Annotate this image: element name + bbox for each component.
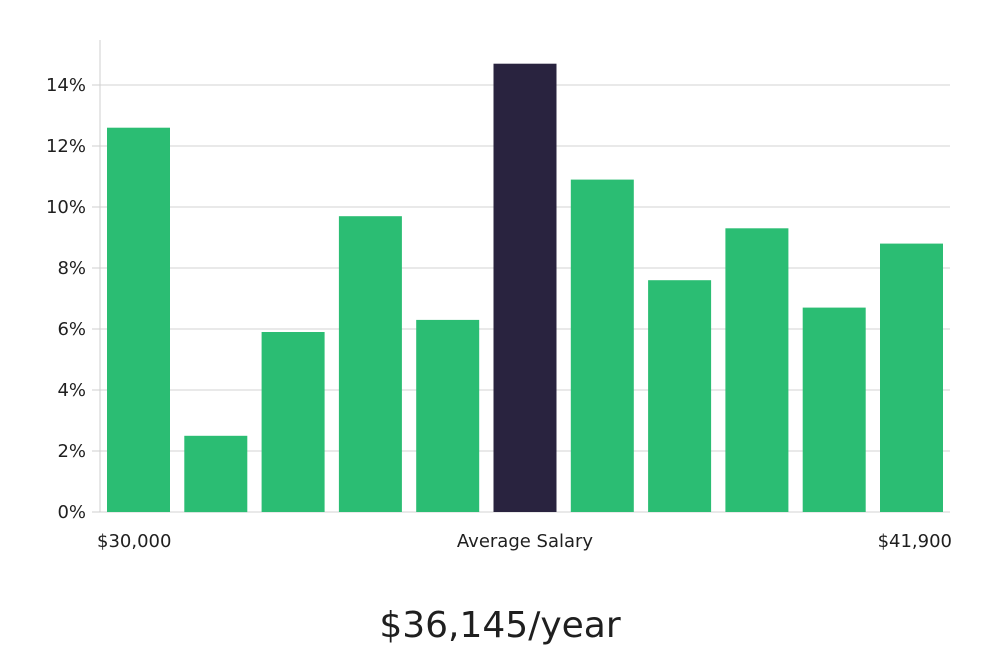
bar bbox=[416, 319, 480, 512]
y-tick-label: 14% bbox=[46, 75, 86, 96]
x-axis-label: Average Salary bbox=[457, 531, 594, 552]
y-tick-label: 2% bbox=[57, 441, 86, 462]
bar bbox=[107, 127, 170, 512]
y-tick-labels: 0% 2% 4% 6% 8% 10% 12% 14% bbox=[46, 75, 86, 523]
x-start-label: $30,000 bbox=[97, 531, 171, 552]
bar bbox=[338, 216, 402, 512]
bar bbox=[648, 280, 712, 512]
x-end-label: $41,900 bbox=[878, 531, 952, 552]
bar bbox=[570, 179, 634, 512]
y-tick-label: 4% bbox=[57, 380, 86, 401]
y-tick-label: 0% bbox=[57, 502, 86, 523]
bar bbox=[725, 228, 789, 513]
bar-highlight bbox=[493, 63, 557, 512]
y-tick-label: 6% bbox=[57, 319, 86, 340]
y-tick-label: 10% bbox=[46, 197, 86, 218]
y-tick-label: 8% bbox=[57, 258, 86, 279]
y-tick-label: 12% bbox=[46, 136, 86, 157]
average-salary-value: $36,145/year bbox=[379, 605, 621, 646]
bar bbox=[261, 332, 325, 512]
bars-group bbox=[107, 63, 943, 513]
bar bbox=[184, 435, 248, 513]
bar bbox=[802, 307, 866, 512]
bar bbox=[880, 243, 943, 512]
